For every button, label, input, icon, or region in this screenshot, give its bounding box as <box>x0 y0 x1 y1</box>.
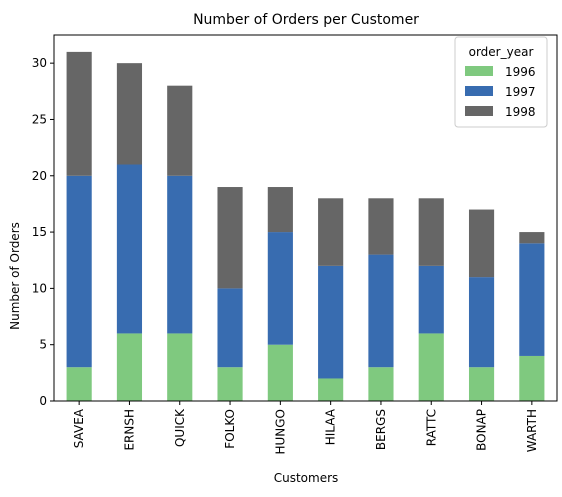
legend-frame <box>454 36 548 128</box>
legend-label-1996: 1996 <box>505 65 536 79</box>
x-tick-label-bergs: BERGS <box>374 409 388 450</box>
bars-layer <box>66 51 545 401</box>
bar-bergs-1998 <box>368 198 394 255</box>
bar-rattc-1997 <box>418 265 444 334</box>
bar-ernsh-1997 <box>116 164 143 334</box>
axes-layer: 0 5 10 15 20 25 30 SAVEA ERNSH QUICK FOLKO HUNGO HIL… <box>32 34 558 455</box>
chart-title: Number of Orders per Customer <box>193 12 419 28</box>
x-tick-label-quick: QUICK <box>173 408 187 447</box>
x-tick-label-rattc: RATTC <box>424 409 438 446</box>
legend-swatch-1998 <box>465 106 493 116</box>
x-tick-label-hilaa: HILAA <box>324 408 338 445</box>
y-tick-label: 5 <box>39 338 47 352</box>
y-axis-label: Number of Orders <box>8 222 22 330</box>
bar-hungo-1998 <box>267 187 293 233</box>
bar-hilaa-1998 <box>318 198 344 266</box>
bar-quick-1996 <box>167 333 193 401</box>
legend-title: order_year <box>469 45 534 59</box>
y-tick-label: 15 <box>32 225 47 239</box>
bar-hilaa-1997 <box>318 265 344 379</box>
bar-folko-1997 <box>217 288 243 368</box>
x-tick-label-bonap: BONAP <box>475 409 489 451</box>
bar-bonap-1997 <box>468 277 495 368</box>
bar-quick-1997 <box>167 175 193 334</box>
bar-rattc-1998 <box>418 198 444 266</box>
bar-folko-1998 <box>217 187 243 289</box>
y-tick-label: 10 <box>32 281 47 295</box>
bar-hungo-1997 <box>267 232 293 345</box>
x-axis-label: Customers <box>274 471 339 485</box>
bar-bergs-1996 <box>368 367 394 401</box>
bar-warth-1996 <box>519 355 545 401</box>
legend-label-1998: 1998 <box>505 105 536 119</box>
bar-hungo-1996 <box>267 344 293 401</box>
x-tick-label-ernsh: ERNSH <box>122 409 136 451</box>
bar-ernsh-1998 <box>116 63 143 165</box>
y-tick-label: 25 <box>32 112 47 126</box>
legend-swatch-1997 <box>465 86 493 96</box>
bar-savea-1996 <box>66 367 92 401</box>
x-tick-label-folko: FOLKO <box>223 409 237 449</box>
legend-label-1997: 1997 <box>505 85 536 99</box>
legend: order_year 1996 1997 1998 <box>454 36 548 128</box>
bar-savea-1997 <box>66 175 92 368</box>
bar-folko-1996 <box>217 367 243 401</box>
bar-ernsh-1996 <box>116 333 143 401</box>
x-tick-label-warth: WARTH <box>525 409 539 452</box>
bar-hilaa-1996 <box>318 378 344 401</box>
bar-bergs-1997 <box>368 254 394 368</box>
bar-bonap-1998 <box>468 209 495 278</box>
bar-savea-1998 <box>66 51 92 176</box>
y-tick-label: 30 <box>32 56 47 70</box>
y-tick-label: 0 <box>39 394 47 408</box>
bar-rattc-1996 <box>418 333 444 401</box>
plot-frame <box>53 34 558 402</box>
bar-bonap-1996 <box>468 367 495 401</box>
bar-quick-1998 <box>167 85 193 176</box>
x-tick-label-hungo: HUNGO <box>273 409 287 455</box>
bar-warth-1997 <box>519 243 545 356</box>
bar-warth-1998 <box>519 232 545 244</box>
y-tick-label: 20 <box>32 169 47 183</box>
x-tick-label-savea: SAVEA <box>72 408 86 448</box>
legend-swatch-1996 <box>465 66 493 76</box>
